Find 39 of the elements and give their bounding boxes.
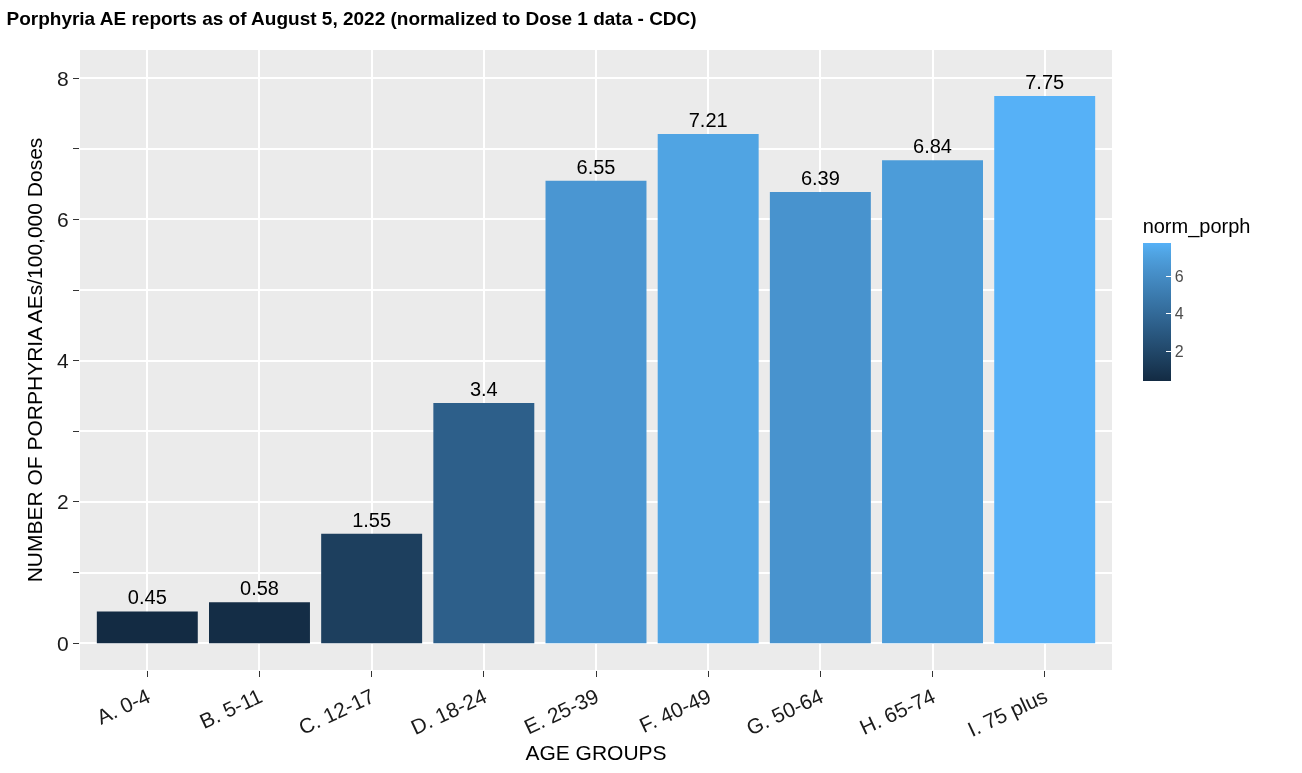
x-tick-label: I. 75 plus — [963, 684, 1051, 741]
x-tick-label: E. 25-39 — [520, 684, 603, 739]
bar — [433, 403, 535, 644]
y-tick-label: 2 — [57, 490, 69, 514]
color-bar-title: norm_porph — [1142, 215, 1251, 238]
y-tick-label: 6 — [57, 207, 69, 231]
data-label: 6.55 — [576, 155, 616, 178]
data-label: 3.4 — [469, 378, 498, 401]
x-tick-label: C. 12-17 — [295, 684, 378, 739]
color-bar-label: 2 — [1174, 343, 1184, 361]
y-axis-title: NUMBER OF PORPHYRIA AEs/100,000 Doses — [23, 137, 47, 583]
bar — [882, 160, 983, 644]
color-bar-label: 4 — [1174, 305, 1184, 323]
chart-title: Porphyria AE reports as of August 5, 2022 (normalized to Dose 1 data - CDC) — [6, 7, 697, 29]
x-axis-title: AGE GROUPS — [525, 741, 667, 765]
y-tick-label: 0 — [57, 631, 69, 655]
x-tick-label: G. 50-64 — [742, 683, 827, 740]
data-label: 7.75 — [1025, 70, 1065, 93]
data-label: 7.21 — [688, 109, 728, 132]
y-tick-label: 8 — [57, 66, 69, 90]
data-label: 6.84 — [913, 135, 952, 158]
data-label: 1.55 — [352, 508, 392, 531]
x-tick-label: B. 5-11 — [195, 684, 266, 733]
color-bar-label: 6 — [1174, 267, 1184, 285]
data-label: 6.39 — [800, 166, 840, 189]
bar — [96, 611, 198, 644]
y-tick-label: 4 — [57, 349, 70, 373]
bar — [545, 180, 647, 644]
x-tick-label: D. 18-24 — [407, 683, 491, 739]
data-label: 0.45 — [127, 586, 167, 609]
x-tick-label: A. 0-4 — [92, 683, 154, 729]
x-tick-label: F. 40-49 — [635, 684, 715, 737]
bar — [994, 95, 1096, 644]
bar — [321, 533, 423, 644]
bar — [769, 191, 871, 644]
x-tick-label: H. 65-74 — [855, 683, 939, 739]
bar — [209, 602, 310, 644]
bar — [657, 134, 759, 644]
data-label: 0.58 — [240, 577, 279, 600]
